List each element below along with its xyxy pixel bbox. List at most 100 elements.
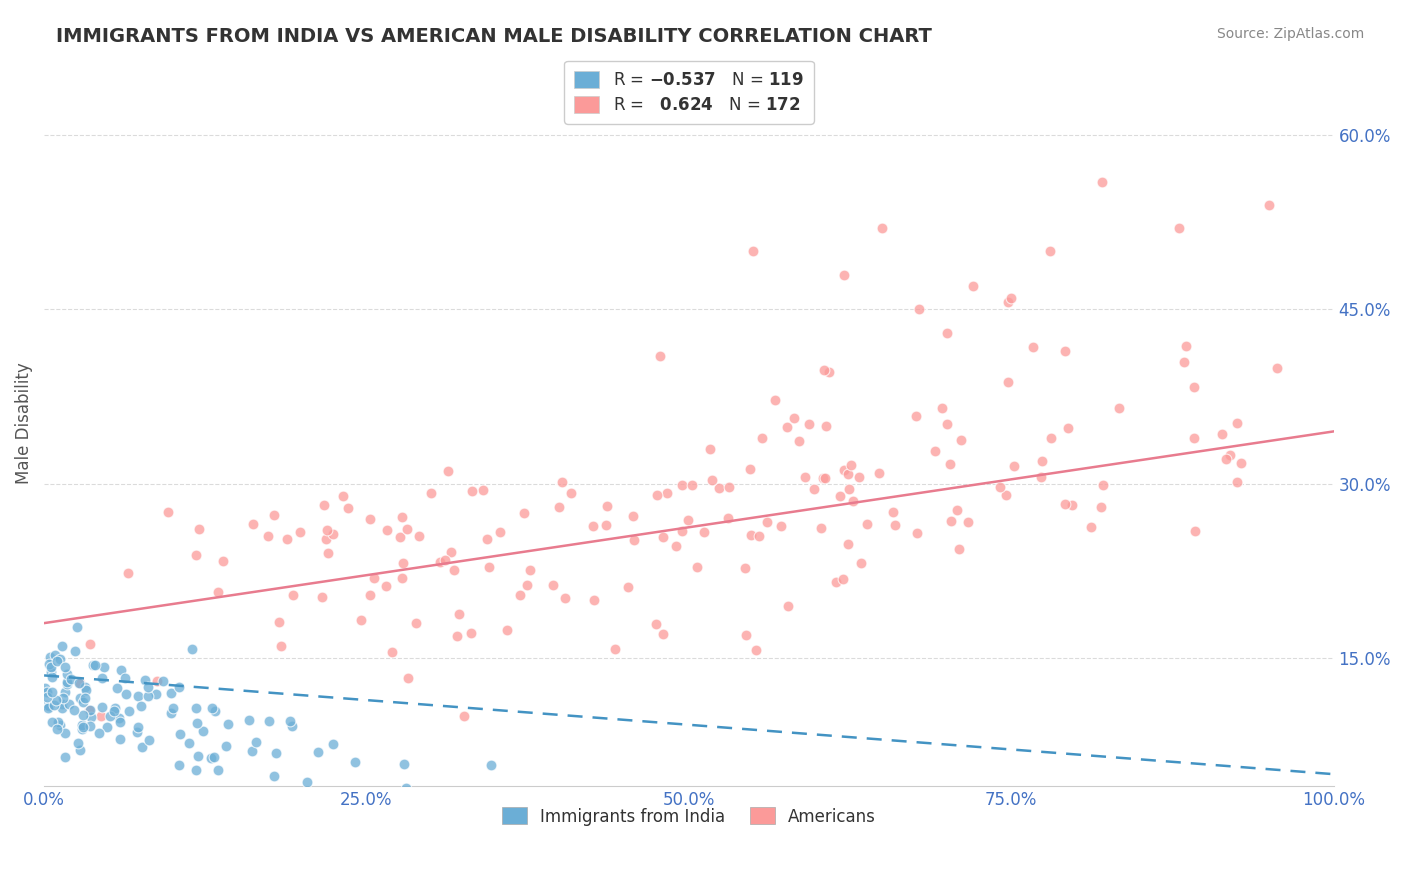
Point: [83, 658, 105, 673]
Point: [55, 675, 77, 690]
Point: [167, 680, 190, 694]
Point: [617, 580, 640, 594]
Point: [1226, 417, 1249, 431]
Point: [37, 701, 59, 715]
Point: [79, 703, 101, 717]
Point: [55, 660, 77, 674]
Point: [1230, 457, 1253, 471]
Point: [134, 673, 156, 688]
Point: [108, 714, 131, 729]
Point: [337, 500, 360, 515]
Point: [831, 572, 853, 586]
Point: [837, 537, 859, 551]
Point: [904, 409, 927, 424]
Point: [204, 750, 226, 764]
Point: [605, 642, 627, 657]
Point: [394, 756, 416, 771]
Point: [908, 301, 931, 316]
Point: [655, 486, 678, 500]
Point: [803, 483, 825, 497]
Point: [814, 470, 837, 484]
Point: [813, 363, 835, 377]
Point: [939, 457, 962, 471]
Point: [35, 685, 58, 699]
Point: [994, 488, 1017, 502]
Point: [66, 620, 89, 634]
Point: [69, 676, 91, 690]
Point: [1080, 520, 1102, 534]
Point: [72, 708, 94, 723]
Point: [496, 623, 519, 637]
Point: [949, 433, 972, 447]
Point: [434, 553, 457, 567]
Point: [79, 637, 101, 651]
Point: [391, 509, 413, 524]
Point: [118, 704, 141, 718]
Point: [53, 684, 76, 698]
Point: [188, 522, 211, 536]
Point: [127, 689, 149, 703]
Point: [56, 666, 79, 681]
Point: [48, 718, 70, 732]
Point: [644, 617, 666, 632]
Point: [839, 458, 862, 472]
Point: [1226, 475, 1249, 490]
Point: [460, 625, 482, 640]
Text: IMMIGRANTS FROM INDIA VS AMERICAN MALE DISABILITY CORRELATION CHART: IMMIGRANTS FROM INDIA VS AMERICAN MALE D…: [56, 27, 932, 45]
Point: [131, 740, 153, 755]
Point: [645, 488, 668, 502]
Point: [96, 720, 118, 734]
Point: [186, 548, 208, 562]
Point: [49, 652, 72, 666]
Point: [700, 473, 723, 487]
Point: [652, 626, 675, 640]
Point: [381, 790, 404, 805]
Point: [742, 244, 765, 259]
Point: [159, 686, 181, 700]
Point: [322, 527, 344, 541]
Point: [1090, 175, 1112, 189]
Point: [818, 365, 841, 379]
Point: [375, 523, 398, 537]
Point: [363, 571, 385, 585]
Point: [67, 736, 90, 750]
Point: [322, 737, 344, 751]
Point: [1002, 459, 1025, 474]
Point: [114, 671, 136, 685]
Point: [146, 673, 169, 688]
Point: [46, 654, 69, 668]
Point: [67, 676, 90, 690]
Point: [374, 579, 396, 593]
Point: [997, 376, 1019, 390]
Point: [671, 524, 693, 539]
Point: [59, 672, 82, 686]
Point: [956, 516, 979, 530]
Point: [269, 615, 291, 629]
Point: [295, 774, 318, 789]
Point: [145, 687, 167, 701]
Point: [245, 735, 267, 749]
Point: [1182, 380, 1205, 394]
Point: [39, 650, 62, 665]
Point: [936, 417, 959, 431]
Point: [238, 713, 260, 727]
Point: [46, 714, 69, 729]
Point: [110, 732, 132, 747]
Point: [394, 780, 416, 795]
Point: [270, 639, 292, 653]
Point: [478, 560, 501, 574]
Point: [138, 733, 160, 747]
Point: [1000, 291, 1022, 305]
Point: [62, 703, 84, 717]
Point: [257, 529, 280, 543]
Point: [280, 718, 302, 732]
Point: [51, 698, 73, 712]
Point: [811, 471, 834, 485]
Point: [541, 578, 564, 592]
Point: [53, 749, 76, 764]
Point: [453, 709, 475, 723]
Point: [810, 521, 832, 535]
Point: [392, 556, 415, 570]
Point: [79, 703, 101, 717]
Point: [343, 756, 366, 770]
